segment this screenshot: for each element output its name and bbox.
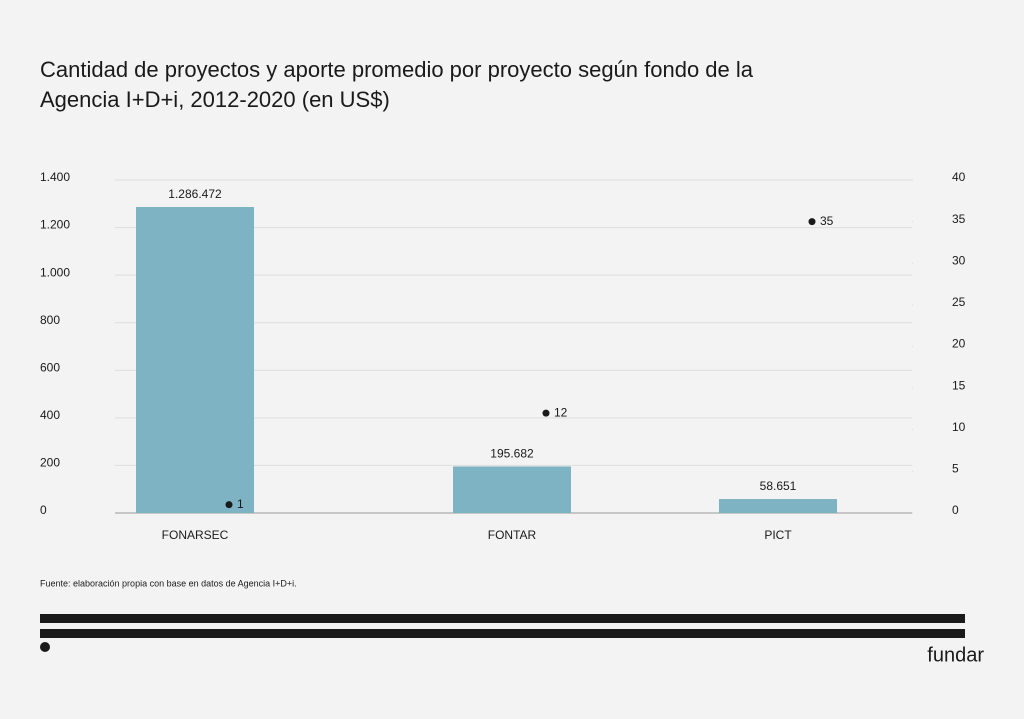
x-tick-label: FONTAR bbox=[488, 528, 537, 542]
dot bbox=[225, 501, 233, 509]
y2-tick-label: 20 bbox=[952, 337, 966, 351]
bar bbox=[719, 499, 837, 513]
footer-bar bbox=[40, 614, 965, 623]
dot bbox=[808, 218, 816, 226]
bar bbox=[136, 207, 254, 513]
y2-tick-label: 0 bbox=[952, 503, 959, 517]
bar-value-label: 1.286.472 bbox=[168, 187, 222, 201]
footer-bar bbox=[40, 629, 965, 638]
y-tick-label: 1.400 bbox=[40, 170, 70, 184]
y-tick-label: 1.200 bbox=[40, 218, 70, 232]
brand-logo: fundar bbox=[927, 644, 984, 666]
y2-tick-label: 25 bbox=[952, 295, 966, 309]
y-tick-label: 800 bbox=[40, 313, 60, 327]
dot-value-label: 1 bbox=[237, 497, 244, 511]
x-tick-label: PICT bbox=[764, 528, 792, 542]
y-tick-label: 0 bbox=[40, 503, 47, 517]
bar-value-label: 195.682 bbox=[490, 447, 534, 461]
chart-title: Agencia I+D+i, 2012-2020 (en US$) bbox=[40, 87, 390, 112]
y2-tick-label: 5 bbox=[952, 462, 959, 476]
y-tick-label: 200 bbox=[40, 456, 60, 470]
footer-dot bbox=[40, 642, 50, 652]
dot bbox=[542, 409, 550, 417]
bar-value-label: 58.651 bbox=[760, 479, 797, 493]
y-tick-label: 600 bbox=[40, 360, 60, 374]
x-tick-label: FONARSEC bbox=[162, 528, 229, 542]
y-tick-label: 400 bbox=[40, 408, 60, 422]
y-tick-label: 1.000 bbox=[40, 265, 70, 279]
dot-value-label: 12 bbox=[554, 405, 568, 419]
source-note: Fuente: elaboración propia con base en d… bbox=[40, 578, 297, 588]
chart-title: Cantidad de proyectos y aporte promedio … bbox=[40, 57, 754, 82]
bar bbox=[453, 466, 571, 513]
dot-value-label: 35 bbox=[820, 214, 834, 228]
y2-tick-label: 10 bbox=[952, 420, 966, 434]
y2-tick-label: 35 bbox=[952, 212, 966, 226]
y2-tick-label: 30 bbox=[952, 253, 966, 267]
y2-tick-label: 15 bbox=[952, 378, 966, 392]
y2-tick-label: 40 bbox=[952, 170, 966, 184]
